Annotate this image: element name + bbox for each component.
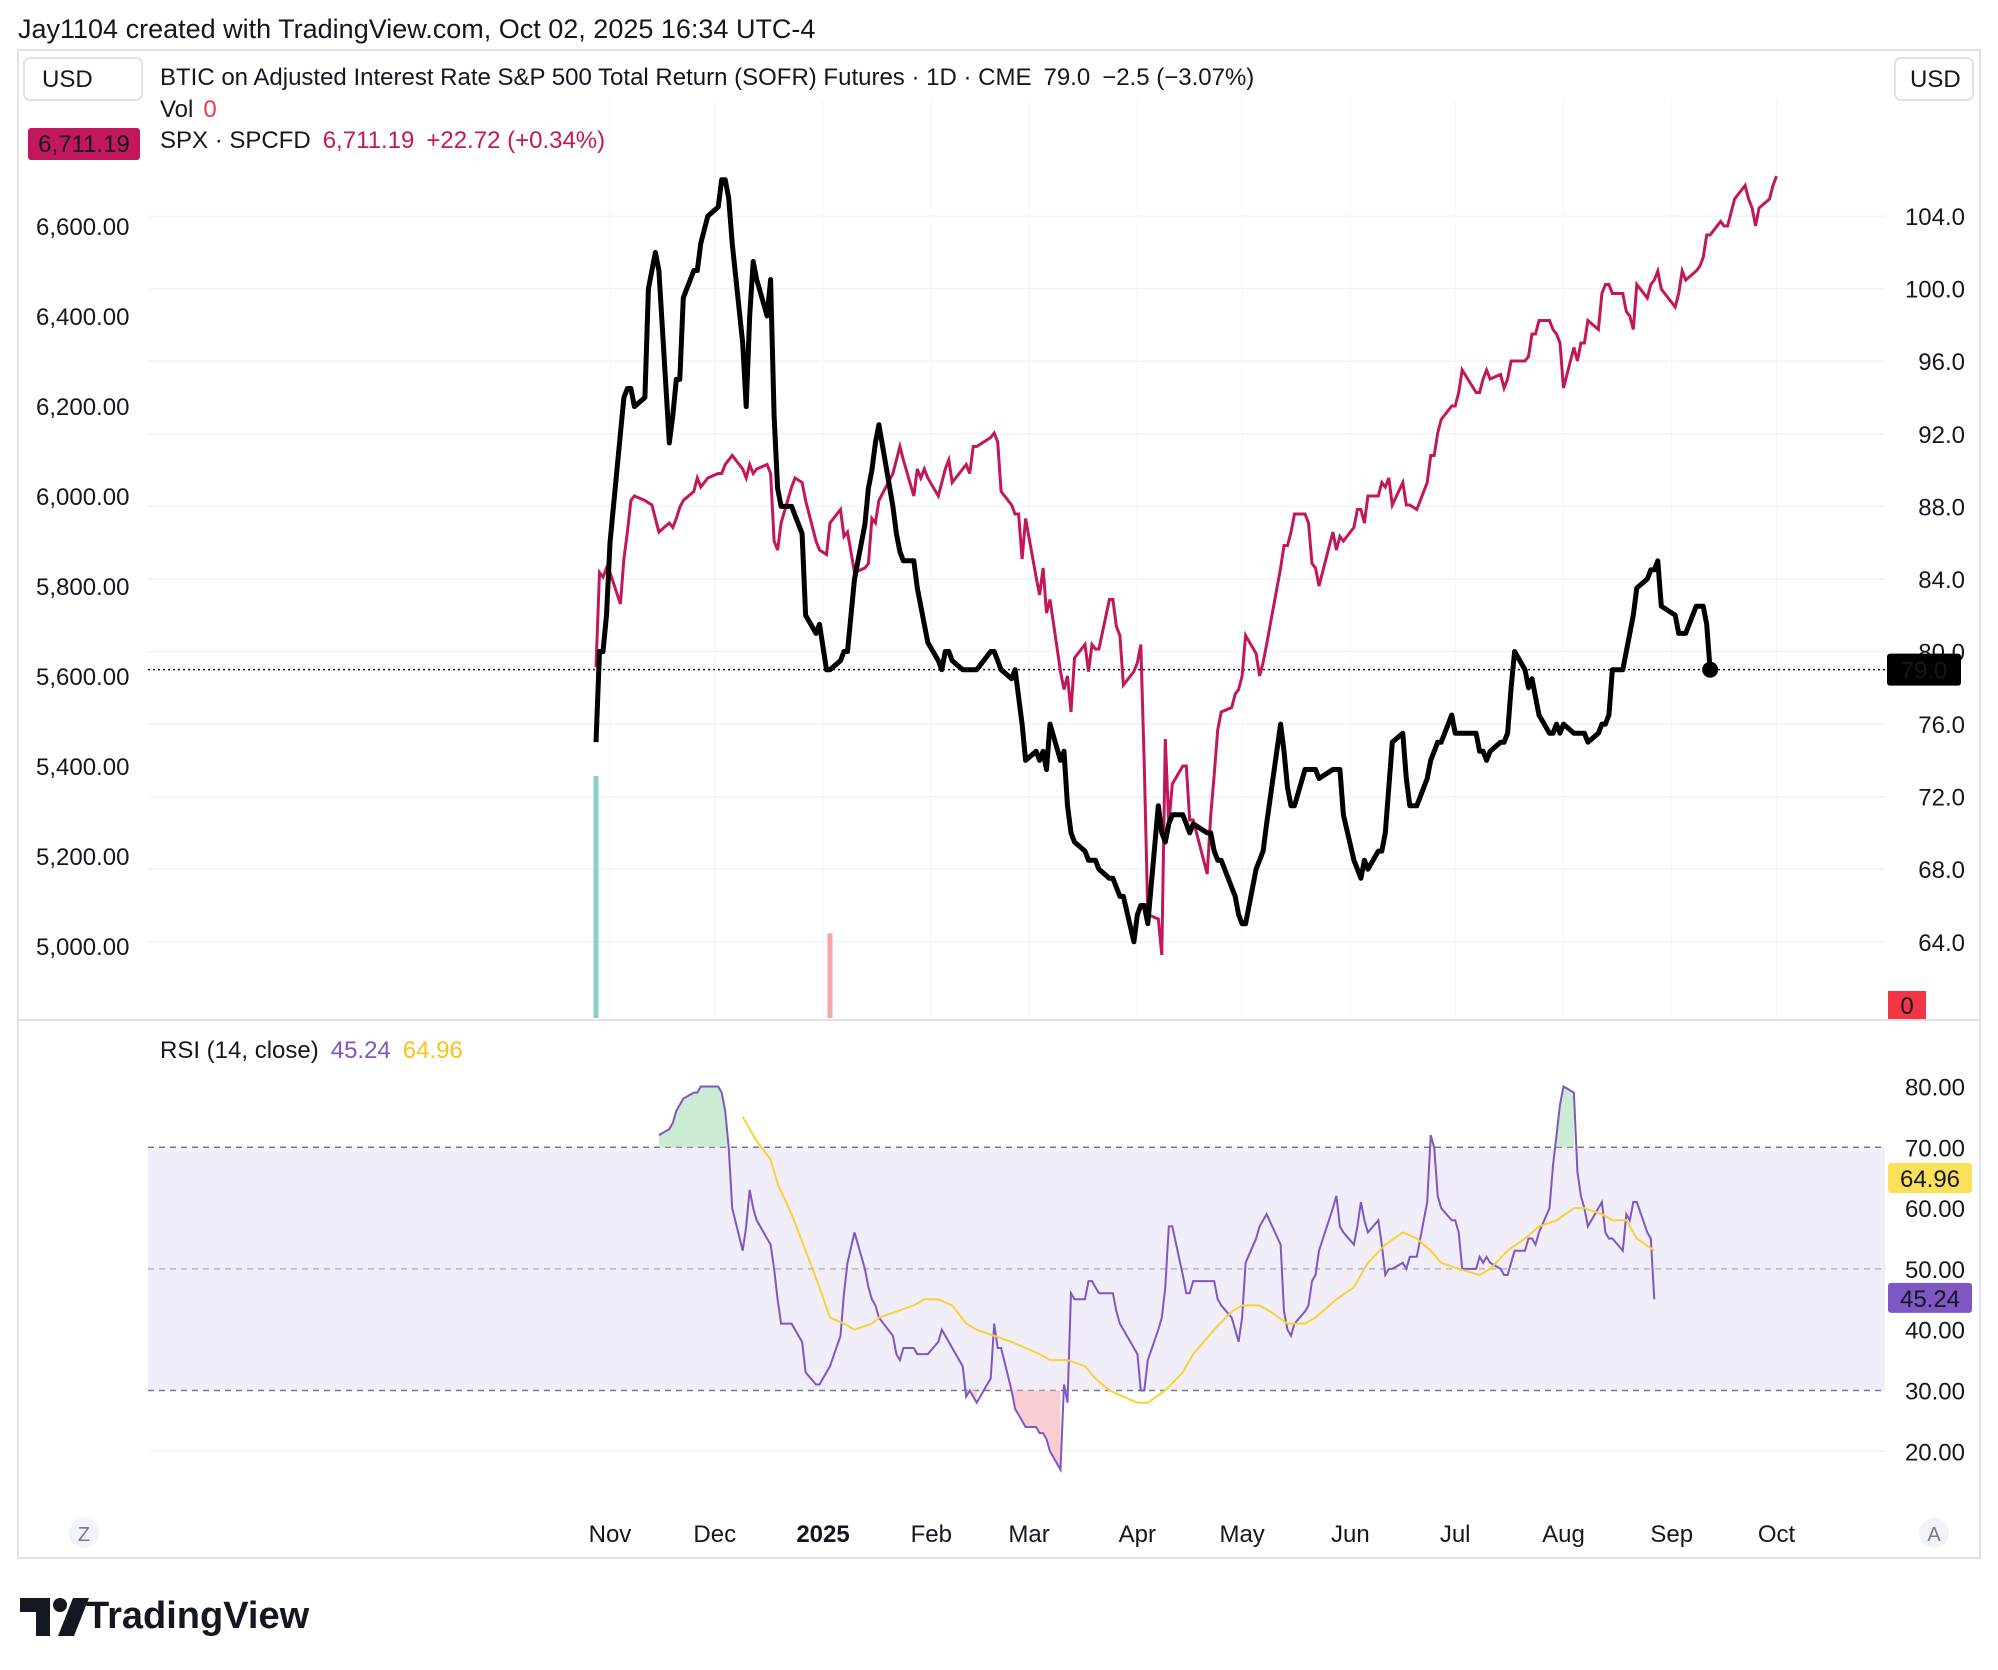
volume-legend-label: Vol — [160, 96, 193, 123]
rsi-legend-ma: 64.96 — [403, 1037, 463, 1064]
chart-svg: Jay1104 created with TradingView.com, Oc… — [0, 0, 1998, 1665]
time-axis: Nov Dec 2025 Feb Mar Apr May Jun Jul Aug Sep Oct — [589, 1521, 1796, 1548]
time-tick-label: Aug — [1542, 1521, 1585, 1548]
left-tick-label: 5,800.00 — [36, 574, 129, 601]
time-tick-label: Oct — [1758, 1521, 1796, 1548]
time-tick-label: Jun — [1331, 1521, 1370, 1548]
rsi-tick-label: 60.00 — [1905, 1196, 1965, 1223]
left-tick-label: 6,400.00 — [36, 304, 129, 331]
left-tick-label: 6,600.00 — [36, 214, 129, 241]
right-tick-label: 84.0 — [1918, 567, 1965, 594]
volume-legend-value: 0 — [203, 96, 216, 123]
rsi-tick-label: 50.00 — [1905, 1257, 1965, 1284]
main-gridlines — [148, 100, 1885, 1018]
rsi-oversold-fill — [966, 1391, 1144, 1470]
btic-line — [596, 180, 1710, 942]
time-tick-label: Feb — [911, 1521, 952, 1548]
right-tick-label: 72.0 — [1918, 785, 1965, 812]
right-axis-ticks: 64.068.072.076.080.084.088.092.096.0100.… — [1905, 204, 1965, 957]
rsi-tick-label: 30.00 — [1905, 1379, 1965, 1406]
time-tick-label: 2025 — [796, 1521, 849, 1548]
main-series-title: BTIC on Adjusted Interest Rate S&P 500 T… — [160, 64, 1031, 91]
rsi-band — [148, 1147, 1885, 1390]
main-series-last: 79.0 — [1043, 64, 1090, 91]
btic-price-tag-text: 79.0 — [1901, 658, 1948, 685]
right-tick-label: 64.0 — [1918, 930, 1965, 957]
time-tick-label: Dec — [693, 1521, 736, 1548]
volume-bar — [828, 933, 833, 1018]
spx-price-tag-text: 6,711.19 — [38, 131, 130, 158]
rsi-tag-text: 45.24 — [1900, 1286, 1960, 1313]
timezone-button-label: Z — [78, 1524, 90, 1546]
right-tick-label: 76.0 — [1918, 712, 1965, 739]
volume-bar — [594, 776, 599, 1018]
spx-legend[interactable]: SPX · SPCFD 6,711.19 +22.72 (+0.34%) — [160, 127, 605, 154]
right-tick-label: 100.0 — [1905, 277, 1965, 304]
volume-tag-text: 0 — [1900, 993, 1913, 1020]
rsi-overbought-fill — [659, 1087, 729, 1148]
left-tick-label: 5,400.00 — [36, 754, 129, 781]
rsi-ma-tag-text: 64.96 — [1900, 1166, 1960, 1193]
spx-legend-last: 6,711.19 — [323, 127, 415, 154]
time-tick-label: Sep — [1650, 1521, 1693, 1548]
time-tick-label: Apr — [1119, 1521, 1156, 1548]
tradingview-wordmark: TradingView — [86, 1595, 310, 1637]
left-axis-ticks: 5,000.00 5,200.00 5,400.00 5,600.00 5,800.00… — [36, 214, 129, 961]
main-series-change: −2.5 (−3.07%) — [1102, 64, 1254, 91]
rsi-tick-label: 40.00 — [1905, 1318, 1965, 1345]
tradingview-logo-icon — [20, 1598, 89, 1636]
spx-legend-title: SPX · SPCFD — [160, 127, 311, 154]
rsi-overbought-fill-sep — [1431, 1087, 1574, 1148]
right-currency-label: USD — [1910, 66, 1961, 93]
right-tick-label: 104.0 — [1905, 204, 1965, 231]
left-tick-label: 5,200.00 — [36, 844, 129, 871]
left-tick-label: 5,000.00 — [36, 934, 129, 961]
rsi-legend[interactable]: RSI (14, close) 45.24 64.96 — [160, 1037, 463, 1064]
chart-screenshot: Jay1104 created with TradingView.com, Oc… — [0, 0, 1998, 1665]
attribution-header: Jay1104 created with TradingView.com, Oc… — [18, 14, 815, 44]
left-tick-label: 5,600.00 — [36, 664, 129, 691]
btic-last-point — [1702, 662, 1718, 678]
rsi-tick-label: 80.00 — [1905, 1074, 1965, 1101]
time-tick-label: Mar — [1008, 1521, 1049, 1548]
right-tick-label: 92.0 — [1918, 422, 1965, 449]
left-tick-label: 6,200.00 — [36, 394, 129, 421]
rsi-tick-label: 20.00 — [1905, 1439, 1965, 1466]
volume-bars — [594, 776, 833, 1018]
volume-legend[interactable]: Vol 0 — [160, 96, 217, 123]
spx-legend-change: +22.72 (+0.34%) — [426, 127, 605, 154]
rsi-tick-label: 70.00 — [1905, 1135, 1965, 1162]
time-tick-label: May — [1219, 1521, 1264, 1548]
left-currency-label: USD — [42, 66, 93, 93]
right-tick-label: 96.0 — [1918, 349, 1965, 376]
rsi-legend-title: RSI (14, close) — [160, 1037, 319, 1064]
right-tick-label: 88.0 — [1918, 494, 1965, 521]
rsi-legend-value: 45.24 — [331, 1037, 391, 1064]
main-series-legend[interactable]: BTIC on Adjusted Interest Rate S&P 500 T… — [160, 64, 1254, 91]
right-tick-label: 68.0 — [1918, 857, 1965, 884]
left-tick-label: 6,000.00 — [36, 484, 129, 511]
auto-scale-button-label: A — [1927, 1524, 1941, 1546]
time-tick-label: Nov — [589, 1521, 632, 1548]
time-tick-label: Jul — [1440, 1521, 1471, 1548]
